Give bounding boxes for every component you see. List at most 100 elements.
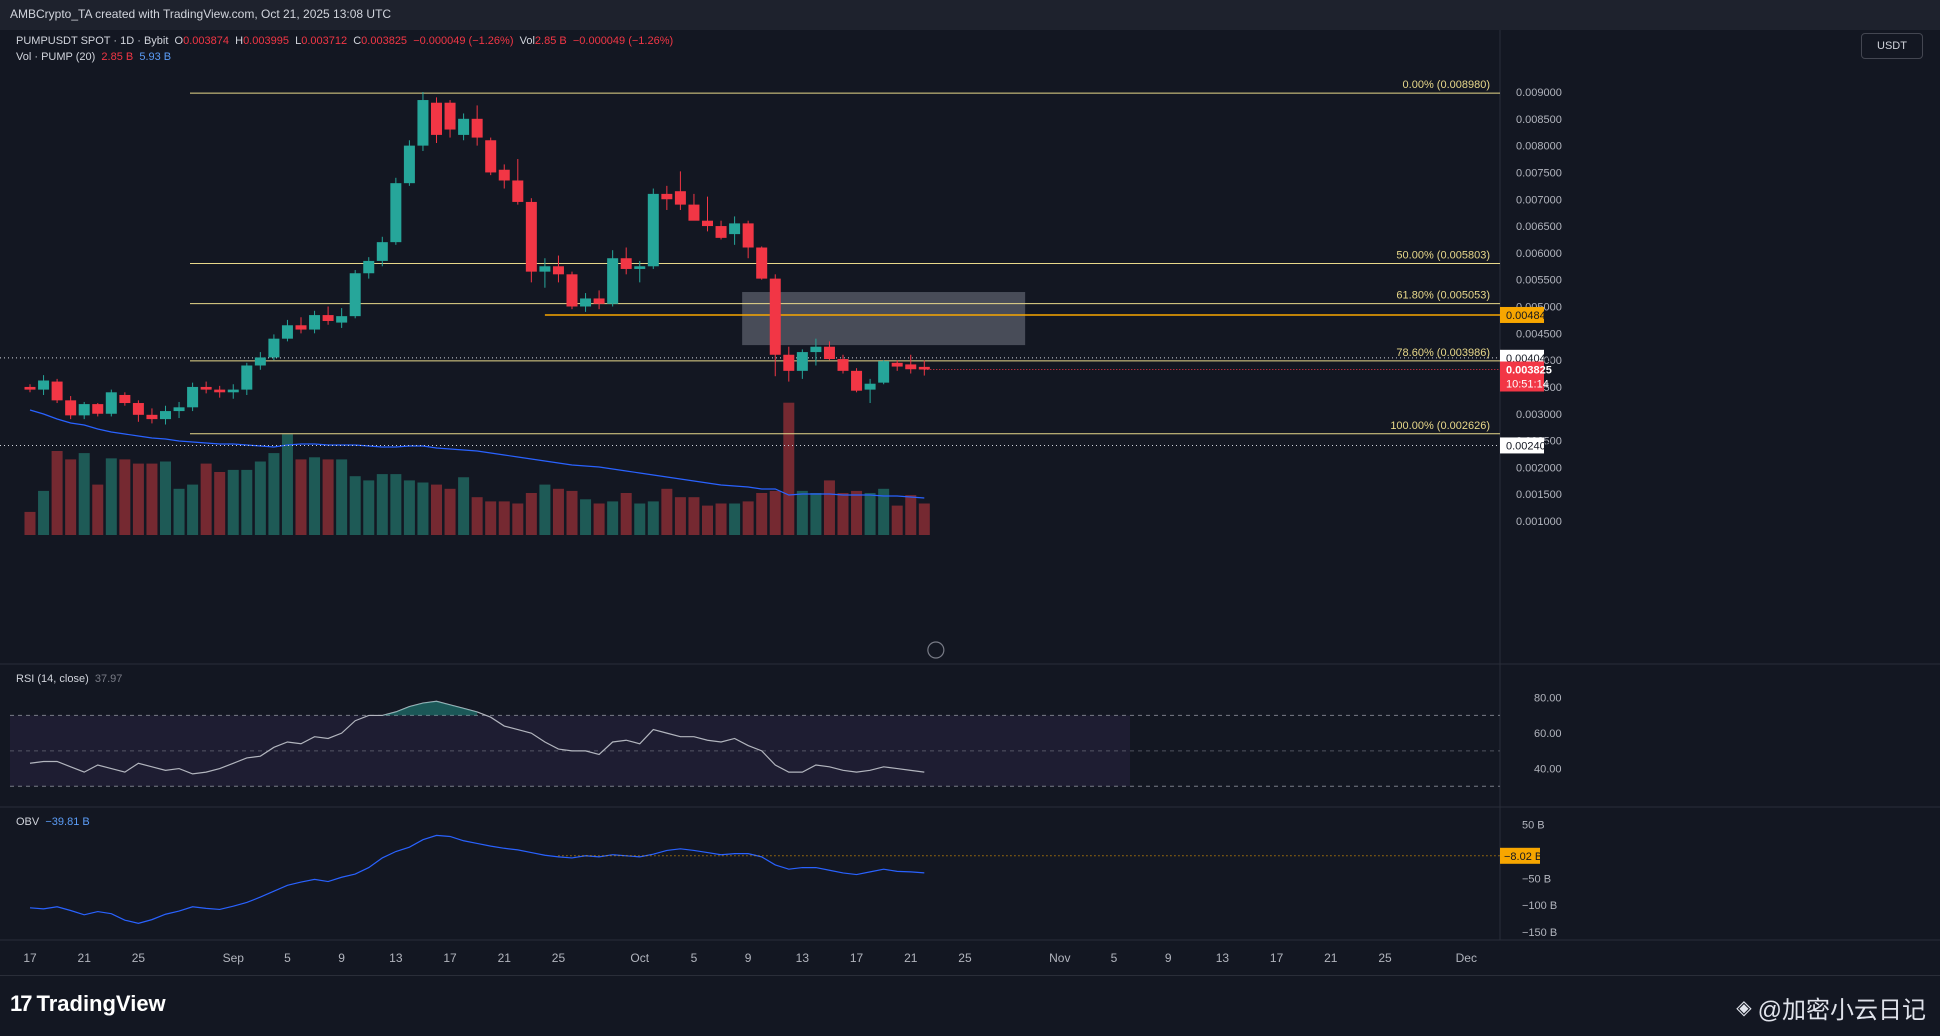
watermark: ◈ @加密小云日记: [1736, 990, 1926, 1025]
volume-bar: [580, 499, 592, 535]
candle-body: [715, 226, 727, 238]
volume-bar: [38, 490, 50, 535]
volume-bar: [823, 480, 835, 535]
time-tick-label: 21: [1324, 951, 1338, 965]
volume-bar: [160, 461, 171, 535]
time-tick-label: 5: [1111, 951, 1118, 965]
candle-body: [51, 381, 63, 401]
candle-body: [851, 370, 863, 391]
volume-bar: [295, 459, 307, 535]
price-tick-label: 0.002000: [1516, 462, 1562, 474]
time-tick-label: Nov: [1049, 951, 1070, 965]
time-tick-label: 21: [904, 951, 918, 965]
candle-body: [864, 383, 876, 390]
rsi-label[interactable]: RSI (14, close): [16, 673, 89, 685]
volume-bar: [756, 493, 768, 535]
obv-tick-label: 50 B: [1522, 820, 1545, 832]
candle-body: [403, 145, 415, 184]
high-value: 0.003995: [243, 35, 289, 47]
tradingview-brand: TradingView: [36, 991, 166, 1016]
volume-bar: [891, 505, 903, 535]
volume-bar: [607, 501, 619, 535]
time-tick-label: 17: [1270, 951, 1284, 965]
candle-body: [918, 366, 930, 370]
time-tick-label: Sep: [223, 951, 245, 965]
candle-body: [336, 316, 348, 323]
axis-label-box: [1500, 437, 1544, 454]
time-tick-label: 25: [132, 951, 146, 965]
candle-body: [837, 359, 849, 371]
volume-bar: [485, 501, 497, 535]
vol-label: Vol: [519, 35, 535, 47]
last-price-label: 0.003825: [1506, 365, 1552, 377]
chart-canvas[interactable]: 0.009000 0.008500 0.008000 0.007500 0.007000…: [0, 30, 1940, 975]
fib-level-label: 61.80% (0.005053): [1396, 290, 1490, 302]
volume-bar: [634, 503, 646, 535]
time-tick-label: 5: [284, 951, 291, 965]
time-tick-label: 13: [796, 951, 810, 965]
symbol-name[interactable]: PUMPUSDT SPOT · 1D · Bybit: [16, 35, 169, 47]
rsi-tick-label: 80.00: [1534, 693, 1562, 705]
obv-legend: OBV −39.81 B: [16, 816, 90, 828]
volume-bar: [742, 501, 754, 535]
volume-bar: [539, 484, 551, 535]
price-tick-label: 0.001000: [1516, 516, 1562, 528]
price-tick-label: 0.003000: [1516, 409, 1562, 421]
close-label: C: [353, 35, 362, 47]
volume-bar: [390, 474, 402, 535]
price-tick-label: 0.008500: [1516, 114, 1562, 126]
candle-body: [823, 346, 835, 360]
volume-bar: [65, 459, 77, 535]
volume-legend: Vol · PUMP (20) 2.85 B 5.93 B: [16, 51, 171, 63]
volume-bar: [512, 503, 524, 535]
lightning-icon[interactable]: [927, 641, 945, 659]
candle-body: [119, 394, 131, 404]
watermark-text: @加密小云日记: [1757, 997, 1926, 1024]
candle-body: [390, 183, 402, 243]
time-tick-label: 25: [958, 951, 972, 965]
fib-level-label: 78.60% (0.003986): [1396, 347, 1490, 359]
candle-body: [105, 392, 117, 414]
volume-bar: [471, 497, 483, 535]
tradingview-logo[interactable]: 17 TradingView: [10, 991, 166, 1017]
volume-bar: [241, 469, 253, 535]
candle-body: [444, 102, 456, 130]
candle-body: [756, 247, 768, 279]
rsi-value: 37.97: [94, 673, 123, 685]
volume-ma-label[interactable]: Vol · PUMP (20): [16, 51, 96, 63]
volume-ma-a: 2.85 B: [101, 51, 134, 63]
candle-body: [905, 364, 917, 370]
volume-bar: [769, 490, 781, 535]
volume-bar: [268, 453, 280, 535]
obv-label[interactable]: OBV: [16, 816, 40, 828]
volume-bar: [796, 490, 808, 535]
candle-body: [674, 191, 686, 205]
time-tick-label: 13: [1216, 951, 1230, 965]
low-value: 0.003712: [301, 35, 348, 47]
candle-body: [729, 223, 741, 235]
volume-bar: [851, 490, 863, 535]
time-tick-label: 9: [1165, 951, 1172, 965]
volume-bar: [146, 463, 158, 535]
price-tick-label: 0.004500: [1516, 328, 1562, 340]
fib-level-label: 0.00% (0.008980): [1403, 79, 1490, 91]
time-tick-label: 17: [443, 951, 457, 965]
currency-button[interactable]: USDT: [1861, 33, 1923, 59]
candle-body: [580, 298, 592, 307]
rsi-overbought-fill: [368, 701, 478, 716]
volume-bar: [92, 484, 104, 535]
candle-body: [254, 357, 266, 366]
rsi-tick-label: 60.00: [1534, 728, 1562, 740]
supply-zone: [742, 292, 1026, 346]
candle-body: [647, 193, 659, 267]
candle-body: [295, 325, 307, 330]
candle-body: [634, 266, 646, 269]
close-value: 0.003825: [361, 35, 408, 47]
fib-level-label: 100.00% (0.002626): [1390, 420, 1490, 432]
candle-body: [146, 414, 158, 420]
volume-bar: [715, 503, 727, 535]
obv-ref-label: −8.02 B: [1504, 851, 1542, 863]
candle-body: [132, 403, 144, 415]
candle-body: [78, 404, 90, 416]
volume-bar: [322, 459, 334, 535]
